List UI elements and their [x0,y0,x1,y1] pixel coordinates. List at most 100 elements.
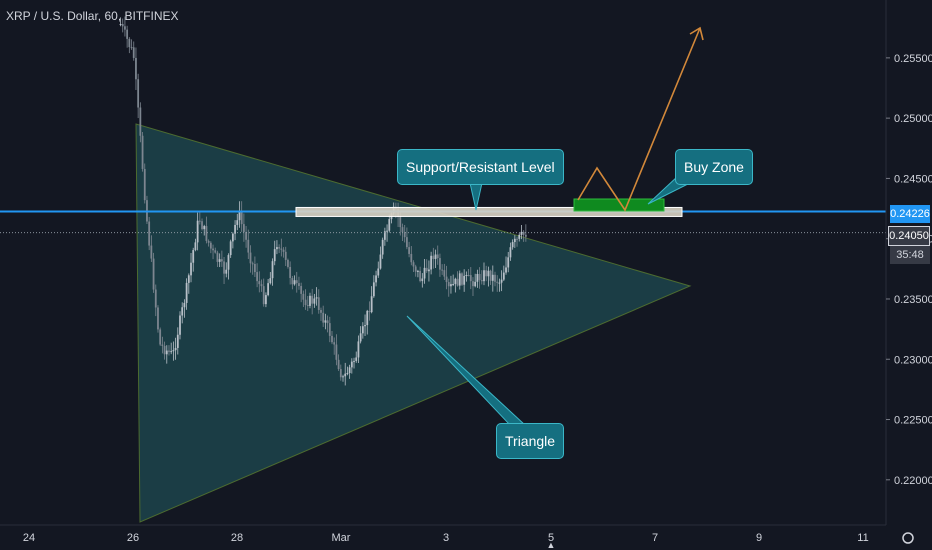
gear-icon[interactable] [902,532,914,544]
price-tick-label: 0.22500 [894,415,932,427]
time-tick-label: 3 [443,532,449,544]
price-tick-label: 0.25000 [894,113,932,125]
candle-body [505,267,507,273]
candle-body [227,255,230,270]
candle-body [170,351,173,353]
level-price-badge: 0.24226 [890,205,930,223]
candle-body [262,286,265,305]
candle-body [163,345,166,355]
candle-body [135,57,137,80]
projection-path[interactable] [577,27,701,212]
candle-body [242,224,245,232]
candle-body [405,237,408,248]
candle-body [139,107,142,136]
candle-body [284,251,287,260]
candle-body [412,262,415,267]
support-resistance-callout: Support/Resistant Level [397,149,564,185]
last-price-badge: 0.24050 [888,226,930,246]
candle-body [370,296,373,313]
candle-body [346,373,349,375]
candle-body [410,253,413,263]
candle-body [130,47,133,49]
candle-body [198,220,201,222]
price-tick-label: 0.22000 [894,475,932,487]
candle-body [218,259,221,262]
candle-body [520,231,523,235]
candle-body [225,269,228,274]
candle-body [143,168,146,201]
buy-zone-rect[interactable] [573,198,665,212]
candle-body [128,38,131,48]
time-axis: 24 26 28 Mar 3 5 7 9 11 ▲ [0,524,914,550]
candle-body [500,279,503,283]
time-tick-label: 26 [127,532,139,544]
candle-body [507,257,510,268]
candle-body [443,270,446,277]
candle-body [247,239,250,253]
candle-body [185,282,188,303]
candle-body [190,262,192,276]
candle-body [223,261,225,274]
time-tick-label: 9 [756,532,762,544]
candle-body [181,307,184,316]
candle-body [375,275,377,283]
candle-body [124,26,126,30]
candle-body [368,310,371,313]
candle-body [383,231,386,240]
candle-body [168,350,170,352]
candle-body [317,297,320,310]
candle-body [183,302,186,308]
time-tick-label: 24 [23,532,35,544]
candle-body [119,23,122,25]
candle-body [388,219,391,231]
candle-body [324,320,327,323]
candle-body [511,242,514,248]
candle-body [256,272,259,282]
candle-body [238,211,241,221]
candle-body [271,261,274,279]
candle-body [447,282,450,287]
support-resistance-zone[interactable] [295,206,683,217]
candle-body [328,323,331,336]
candle-body [518,234,521,239]
candle-body [357,341,360,358]
candle-body [350,361,353,368]
candle-body [269,278,272,284]
candle-body [126,29,129,39]
candle-body [344,373,347,377]
buy-zone-callout: Buy Zone [675,149,753,185]
candle-body [379,254,382,269]
candle-body [478,273,481,281]
candle-body [289,266,292,278]
candle-body [150,245,153,259]
candle-body [355,357,358,361]
candle-body [273,249,276,262]
candle-body [432,255,435,260]
candle-body [359,333,362,342]
candle-body [201,221,203,230]
candle-body [293,280,296,285]
candle-body [474,281,477,287]
candle-body [311,295,314,304]
candle-body [496,281,499,283]
candle-body [498,282,501,284]
price-tick-label: 0.25500 [894,53,932,65]
candle-body [253,264,256,273]
candle-body [516,238,518,240]
candle-body [300,286,303,294]
candle-body [419,270,422,282]
candle-body [417,270,419,272]
candle-body [364,325,366,327]
candle-body [467,274,470,276]
candle-body [174,347,177,351]
candle-body [159,329,162,345]
candle-body [337,359,340,370]
candle-body [483,270,485,282]
candle-body [469,275,472,282]
candle-body [187,275,190,283]
time-cursor-marker: ▲ [547,540,556,550]
candle-body [240,211,243,225]
candle-body [439,258,441,270]
price-tick-label: 0.23000 [894,354,932,366]
